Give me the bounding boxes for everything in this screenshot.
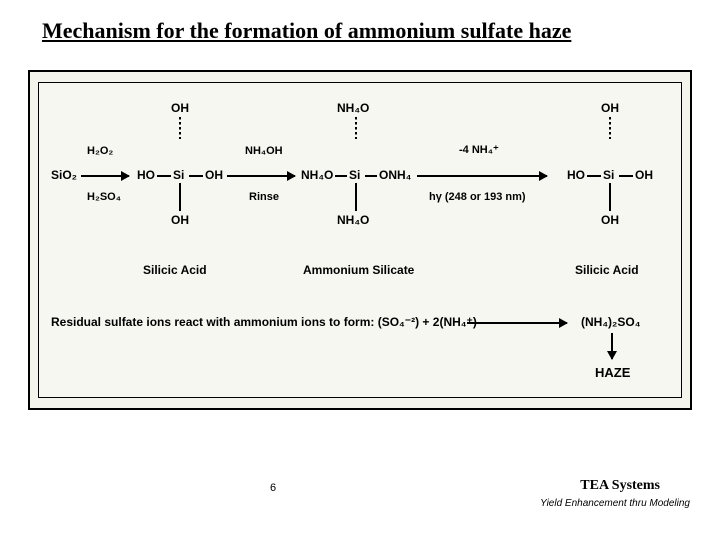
s2-top: NH₄O: [337, 101, 369, 115]
s3-top: OH: [601, 101, 619, 115]
reagent-hv: hγ (248 or 193 nm): [429, 191, 526, 203]
s2-caption: Ammonium Silicate: [303, 263, 414, 277]
diagram-panel: SiO₂ H₂O₂ H₂SO₄ OH HO Si OH OH Silicic A…: [28, 70, 692, 410]
s3-bond-l: [587, 175, 601, 177]
s2-bond-dash: [355, 117, 357, 139]
s1-bond-v: [179, 183, 181, 211]
haze-label: HAZE: [595, 365, 630, 380]
s1-oh-bot: OH: [171, 213, 189, 227]
s2-bond-r: [365, 175, 377, 177]
arrow-3: [417, 175, 547, 177]
s3-caption: Silicic Acid: [575, 263, 639, 277]
reagent-rinse: Rinse: [249, 191, 279, 203]
s1-bond-l: [157, 175, 171, 177]
s3-left: HO: [567, 168, 585, 182]
arrow-1: [81, 175, 129, 177]
s3-si: Si: [603, 168, 614, 182]
s3-right: OH: [635, 168, 653, 182]
brand-label: TEA Systems: [580, 478, 660, 494]
s2-right: ONH₄: [379, 168, 411, 182]
s3-bond-v: [609, 183, 611, 211]
s1-caption: Silicic Acid: [143, 263, 207, 277]
s1-oh-right: OH: [205, 168, 223, 182]
s3-bot: OH: [601, 213, 619, 227]
s2-si: Si: [349, 168, 360, 182]
s2-bot: NH₄O: [337, 213, 369, 227]
arrow-down: [611, 333, 613, 359]
s3-bond-dash: [609, 117, 611, 139]
page-number: 6: [270, 482, 276, 494]
reaction-text: Residual sulfate ions react with ammoniu…: [51, 315, 477, 329]
diagram-inner: SiO₂ H₂O₂ H₂SO₄ OH HO Si OH OH Silicic A…: [38, 82, 682, 398]
s2-bond-l: [335, 175, 347, 177]
s1-bond-r: [189, 175, 203, 177]
arrow-reaction: [467, 322, 567, 324]
reagent-h2o2: H₂O₂: [87, 145, 113, 157]
s2-left: NH₄O: [301, 168, 333, 182]
product-label: (NH₄)₂SO₄: [581, 315, 640, 329]
s1-bond-dash-top: [179, 117, 181, 139]
s1-si: Si: [173, 168, 184, 182]
sio2-label: SiO₂: [51, 168, 77, 182]
s1-oh-left: HO: [137, 168, 155, 182]
reagent-nh4plus: -4 NH₄⁺: [459, 143, 499, 156]
s3-bond-r: [619, 175, 633, 177]
tagline-label: Yield Enhancement thru Modeling: [540, 498, 690, 509]
reagent-nh4oh: NH₄OH: [245, 145, 283, 157]
slide-title: Mechanism for the formation of ammonium …: [42, 18, 571, 44]
s2-bond-v: [355, 183, 357, 211]
arrow-2: [227, 175, 295, 177]
reagent-h2so4: H₂SO₄: [87, 191, 121, 203]
s1-oh-top: OH: [171, 101, 189, 115]
